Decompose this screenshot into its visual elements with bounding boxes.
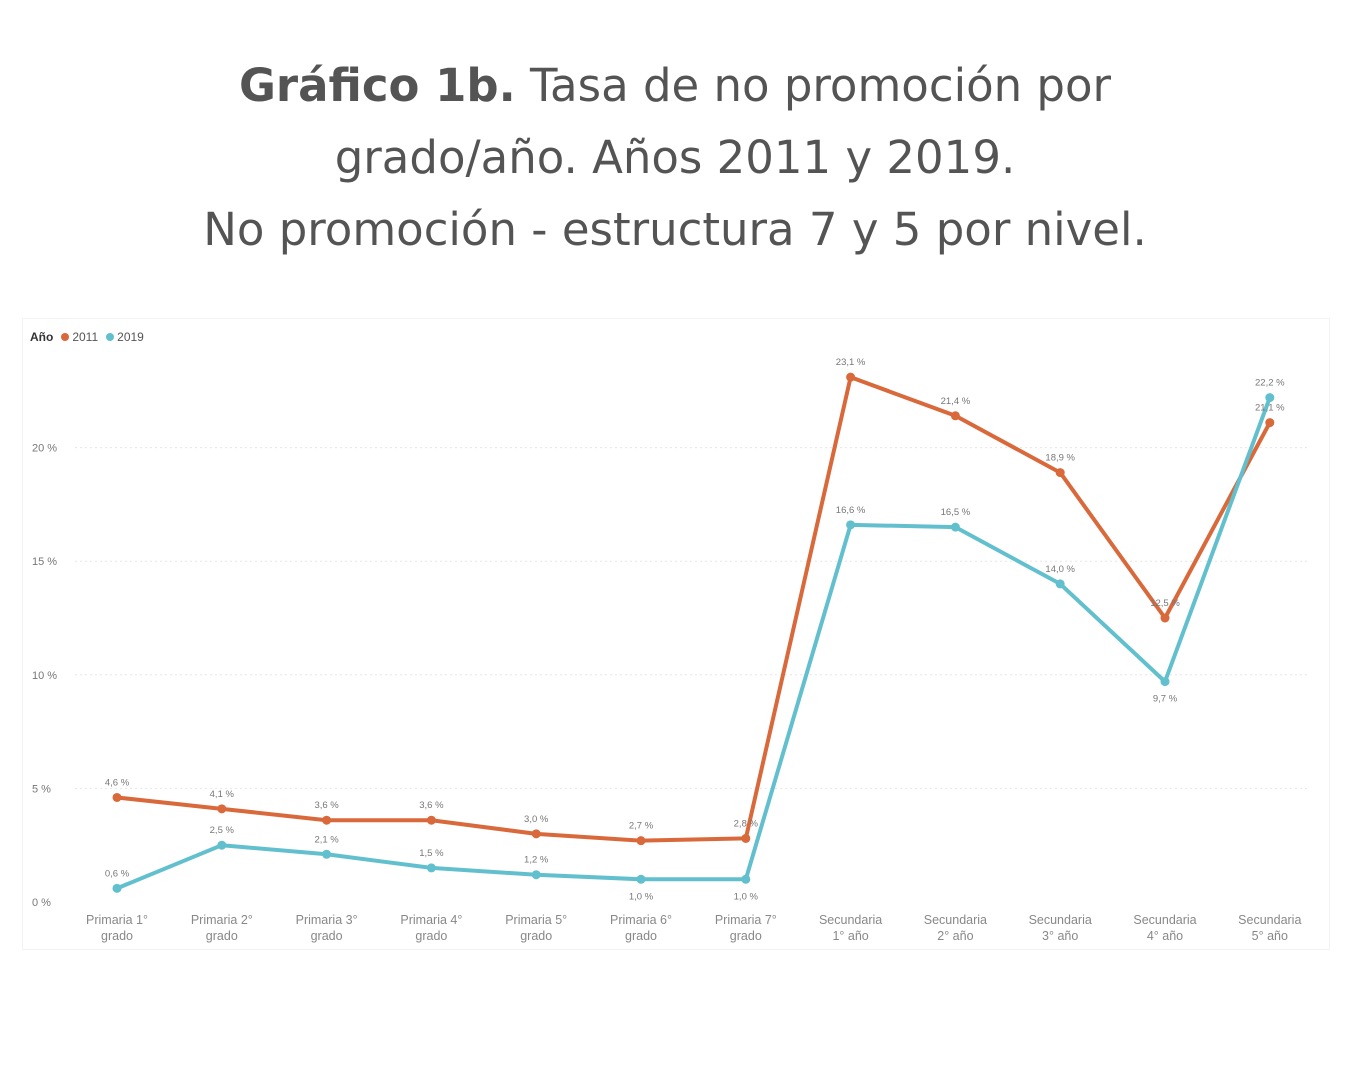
- legend: Año 2011 2019: [30, 330, 148, 344]
- x-tick-label: 3° año: [1042, 929, 1078, 943]
- data-point-2019: [1055, 579, 1065, 589]
- data-label-2011: 4,6 %: [105, 777, 130, 788]
- data-label-2019: 1,0 %: [734, 891, 759, 902]
- y-tick-label: 15 %: [32, 556, 57, 568]
- y-tick-label: 5 %: [32, 783, 51, 795]
- data-point-2011: [217, 804, 227, 814]
- x-tick-label: Primaria 6°: [610, 913, 672, 927]
- x-tick-label: Primaria 5°: [505, 913, 567, 927]
- legend-label-2019: 2019: [117, 330, 144, 344]
- x-tick-label: grado: [206, 929, 238, 943]
- x-tick-label: Secundaria: [819, 913, 882, 927]
- data-label-2019: 2,1 %: [314, 834, 339, 845]
- title-line-2: grado/año. Años 2011 y 2019.: [334, 131, 1016, 184]
- data-label-2019: 0,6 %: [105, 868, 130, 879]
- data-point-2019: [741, 874, 751, 884]
- data-label-2011: 3,0 %: [524, 814, 549, 825]
- x-tick-label: Primaria 4°: [400, 913, 462, 927]
- data-point-2019: [112, 883, 122, 893]
- data-label-2011: 21,1 %: [1255, 403, 1285, 414]
- data-point-2011: [531, 829, 541, 839]
- data-point-2011: [1160, 613, 1170, 623]
- legend-dot-2011: [61, 333, 70, 341]
- x-tick-label: 1° año: [832, 929, 868, 943]
- data-point-2011: [741, 833, 751, 843]
- data-point-2019: [1265, 393, 1275, 403]
- title-line-1-rest: Tasa de no promoción por: [515, 59, 1112, 112]
- x-tick-label: grado: [415, 929, 447, 943]
- data-label-2011: 23,1 %: [836, 357, 866, 368]
- x-tick-label: Primaria 7°: [715, 913, 777, 927]
- data-point-2011: [846, 372, 856, 382]
- legend-label-2011: 2011: [72, 330, 99, 344]
- y-tick-label: 10 %: [32, 670, 57, 682]
- data-label-2011: 2,8 %: [734, 818, 759, 829]
- data-point-2019: [217, 840, 227, 850]
- data-point-2011: [322, 815, 332, 825]
- x-tick-label: Secundaria: [1133, 913, 1196, 927]
- x-tick-label: Secundaria: [924, 913, 987, 927]
- data-point-2011: [636, 836, 646, 846]
- data-point-2011: [1265, 418, 1275, 428]
- x-tick-label: 2° año: [937, 929, 973, 943]
- title-line-1: Gráfico 1b. Tasa de no promoción por: [0, 50, 1350, 122]
- data-label-2019: 9,7 %: [1153, 694, 1178, 705]
- series-line-2011: [115, 375, 1272, 843]
- data-point-2019: [426, 863, 436, 873]
- data-point-2019: [636, 874, 646, 884]
- x-tick-label: Secundaria: [1029, 913, 1092, 927]
- x-tick-label: grado: [520, 929, 552, 943]
- x-tick-label: Primaria 2°: [191, 913, 253, 927]
- x-tick-label: grado: [625, 929, 657, 943]
- data-point-2019: [1160, 677, 1170, 687]
- x-tick-label: 4° año: [1147, 929, 1183, 943]
- title-bold: Gráfico 1b.: [238, 59, 516, 112]
- data-point-2019: [322, 849, 332, 859]
- data-label-2011: 3,6 %: [314, 800, 339, 811]
- data-label-2011: 12,5 %: [1150, 598, 1180, 609]
- data-point-2011: [112, 792, 122, 802]
- data-label-2019: 16,6 %: [836, 505, 866, 516]
- x-tick-label: grado: [730, 929, 762, 943]
- chart-panel: [22, 318, 1330, 950]
- legend-title: Año: [30, 330, 54, 344]
- series-line-2019: [115, 395, 1272, 891]
- data-label-2011: 3,6 %: [419, 800, 444, 811]
- legend-dot-2019: [106, 333, 115, 341]
- data-label-2019: 1,5 %: [419, 848, 444, 859]
- x-tick-label: grado: [101, 929, 133, 943]
- y-tick-label: 0 %: [32, 897, 51, 909]
- data-label-2019: 2,5 %: [210, 825, 235, 836]
- data-point-2011: [950, 411, 960, 421]
- data-point-2019: [846, 520, 856, 530]
- data-label-2011: 21,4 %: [941, 396, 971, 407]
- y-tick-label: 20 %: [32, 443, 57, 455]
- data-label-2019: 22,2 %: [1255, 378, 1285, 389]
- x-tick-label: Primaria 3°: [296, 913, 358, 927]
- data-label-2011: 18,9 %: [1045, 453, 1075, 464]
- data-point-2019: [950, 522, 960, 532]
- legend-item-2019[interactable]: 2019: [106, 330, 144, 344]
- data-label-2011: 4,1 %: [210, 789, 235, 800]
- x-tick-label: Primaria 1°: [86, 913, 148, 927]
- data-point-2019: [531, 870, 541, 880]
- x-tick-label: Secundaria: [1238, 913, 1301, 927]
- data-label-2011: 2,7 %: [629, 821, 654, 832]
- data-label-2019: 16,5 %: [941, 507, 971, 518]
- data-label-2019: 1,2 %: [524, 855, 549, 866]
- title-line-3: No promoción - estructura 7 y 5 por nive…: [203, 203, 1147, 256]
- legend-item-2011[interactable]: 2011: [61, 330, 98, 344]
- x-tick-label: grado: [311, 929, 343, 943]
- data-point-2011: [1055, 468, 1065, 478]
- data-point-2011: [426, 815, 436, 825]
- chart-title: Gráfico 1b. Tasa de no promoción por gra…: [0, 50, 1350, 266]
- data-label-2019: 1,0 %: [629, 891, 654, 902]
- data-label-2019: 14,0 %: [1045, 564, 1075, 575]
- x-tick-label: 5° año: [1252, 929, 1288, 943]
